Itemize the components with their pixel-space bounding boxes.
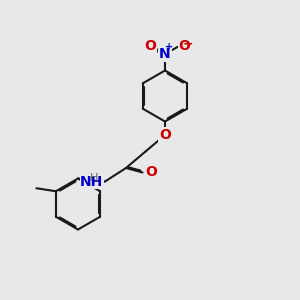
- Text: O: O: [146, 166, 158, 179]
- Text: H: H: [90, 173, 99, 183]
- Text: O: O: [144, 39, 156, 52]
- Text: −: −: [183, 38, 194, 51]
- Text: +: +: [165, 42, 173, 52]
- Text: O: O: [178, 39, 190, 52]
- Text: O: O: [159, 128, 171, 142]
- Text: NH: NH: [80, 175, 104, 188]
- Text: N: N: [159, 47, 171, 61]
